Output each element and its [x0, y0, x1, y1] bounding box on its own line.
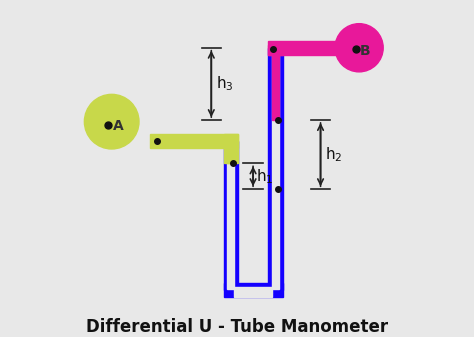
Bar: [227, 139, 234, 289]
Text: h$_2$: h$_2$: [325, 145, 343, 164]
Bar: [272, 46, 279, 289]
Bar: [224, 141, 237, 290]
Circle shape: [335, 24, 383, 72]
Text: h$_1$: h$_1$: [256, 167, 274, 186]
Bar: [224, 283, 283, 298]
Bar: [268, 48, 283, 290]
Bar: [234, 287, 272, 293]
Bar: [272, 46, 279, 120]
Text: Differential U - Tube Manometer: Differential U - Tube Manometer: [86, 318, 388, 336]
Bar: [268, 41, 337, 55]
Text: h$_3$: h$_3$: [216, 74, 234, 93]
Bar: [268, 44, 283, 55]
Bar: [224, 134, 237, 163]
Bar: [227, 139, 234, 163]
Bar: [234, 293, 272, 298]
Text: A: A: [113, 120, 124, 133]
Bar: [150, 134, 237, 148]
Circle shape: [84, 94, 139, 149]
Text: B: B: [360, 44, 371, 58]
